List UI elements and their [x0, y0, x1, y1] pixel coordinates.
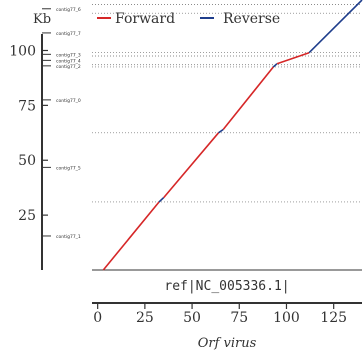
y-tick-label: 100	[9, 43, 36, 59]
contig-label: contig77_0	[56, 98, 81, 104]
series-forward-segment	[222, 66, 274, 131]
contig-grid: contig77_1 contig77_5 contig77_0 contig77_2…	[42, 4, 362, 240]
series-forward-segment	[102, 201, 160, 271]
y-unit-label: Kb	[33, 12, 51, 27]
contig-label: contig77_1	[56, 234, 81, 240]
y-tick-label: 50	[18, 153, 36, 169]
x-tick-label: 0	[93, 310, 102, 326]
x-tick-label: 50	[183, 310, 201, 326]
legend-forward-label: Forward	[115, 11, 175, 27]
series-reverse-segment	[218, 128, 224, 134]
y-tick-label: 75	[18, 98, 36, 114]
x-tick-label: 125	[320, 310, 347, 326]
series-forward-segment	[163, 132, 220, 199]
y-tick-label: 25	[18, 208, 36, 224]
contig-label: contig77_3	[56, 52, 81, 58]
x-tick-label: 25	[136, 310, 154, 326]
x-tick-label: 75	[230, 310, 248, 326]
x-organism-label: Orf virus	[198, 336, 257, 351]
contig-label: contig77_4	[56, 58, 81, 64]
contig-label: contig77_2	[56, 64, 81, 70]
series-reverse-segment	[158, 197, 165, 203]
contig-label: contig77_5	[56, 165, 81, 171]
y-ticks: 25 50 75 100	[9, 43, 48, 224]
x-tick-label: 100	[273, 310, 300, 326]
x-ref-label: ref|NC_005336.1|	[164, 279, 289, 294]
x-ticks: 0 25 50 75 100 125	[93, 303, 347, 326]
contig-label: contig77_6	[56, 7, 81, 13]
series-forward-segment	[276, 51, 310, 65]
legend-reverse-label: Reverse	[223, 11, 280, 27]
series-reverse-segment	[308, 0, 363, 54]
series-reverse-segment	[272, 63, 278, 68]
contig-label: contig77_7	[56, 31, 81, 37]
series-lines	[102, 0, 363, 271]
